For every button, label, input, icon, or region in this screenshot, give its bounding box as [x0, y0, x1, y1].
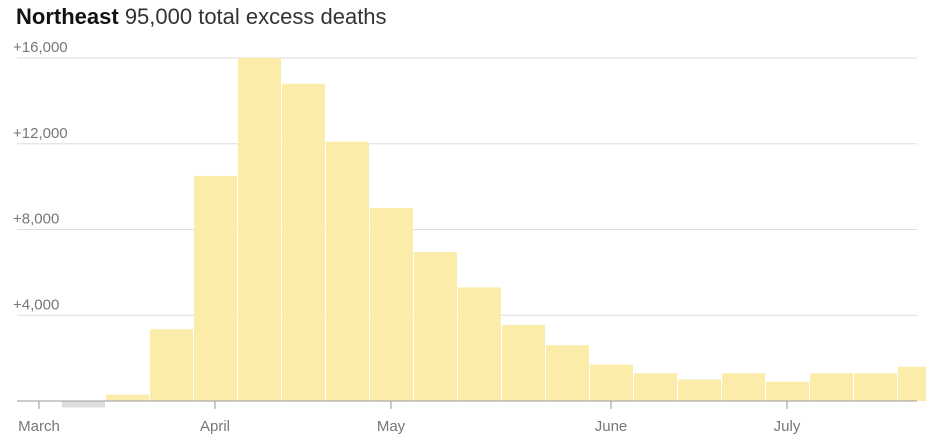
- bar: [414, 252, 457, 401]
- x-tick-label: March: [18, 418, 60, 435]
- axis-layer: March April May June July: [17, 400, 917, 435]
- bar: [546, 345, 589, 401]
- bar: [458, 287, 501, 401]
- bar: [62, 401, 105, 408]
- bar: [326, 141, 369, 401]
- x-tick-label: May: [377, 418, 406, 435]
- chart-subtitle: 95,000 total excess deaths: [124, 4, 387, 29]
- bar: [766, 381, 809, 401]
- bar: [370, 208, 413, 401]
- x-tick-label: June: [595, 418, 628, 435]
- bar: [502, 324, 545, 401]
- y-tick-label: +12,000: [13, 125, 68, 142]
- bar: [722, 373, 765, 401]
- grid-layer: +16,000 +12,000 +8,000 +4,000: [13, 39, 917, 316]
- bar: [634, 373, 677, 401]
- chart-title: Northeast 95,000 total excess deaths: [16, 4, 387, 30]
- y-tick-label: +4,000: [13, 296, 59, 313]
- y-tick-label: +8,000: [13, 211, 59, 228]
- y-tick-label: +16,000: [13, 39, 68, 56]
- bar: [194, 175, 237, 401]
- bar: [238, 58, 281, 401]
- x-tick-label: July: [774, 418, 801, 435]
- bar: [678, 379, 721, 401]
- bar: [590, 364, 633, 401]
- chart-title-region: Northeast: [16, 4, 119, 29]
- bar: [898, 366, 926, 401]
- bar: [106, 394, 149, 401]
- bars-layer: [62, 58, 926, 408]
- bar: [854, 373, 897, 401]
- x-tick-label: April: [200, 418, 230, 435]
- bar: [282, 83, 325, 401]
- bar: [150, 329, 193, 401]
- bar: [810, 373, 853, 401]
